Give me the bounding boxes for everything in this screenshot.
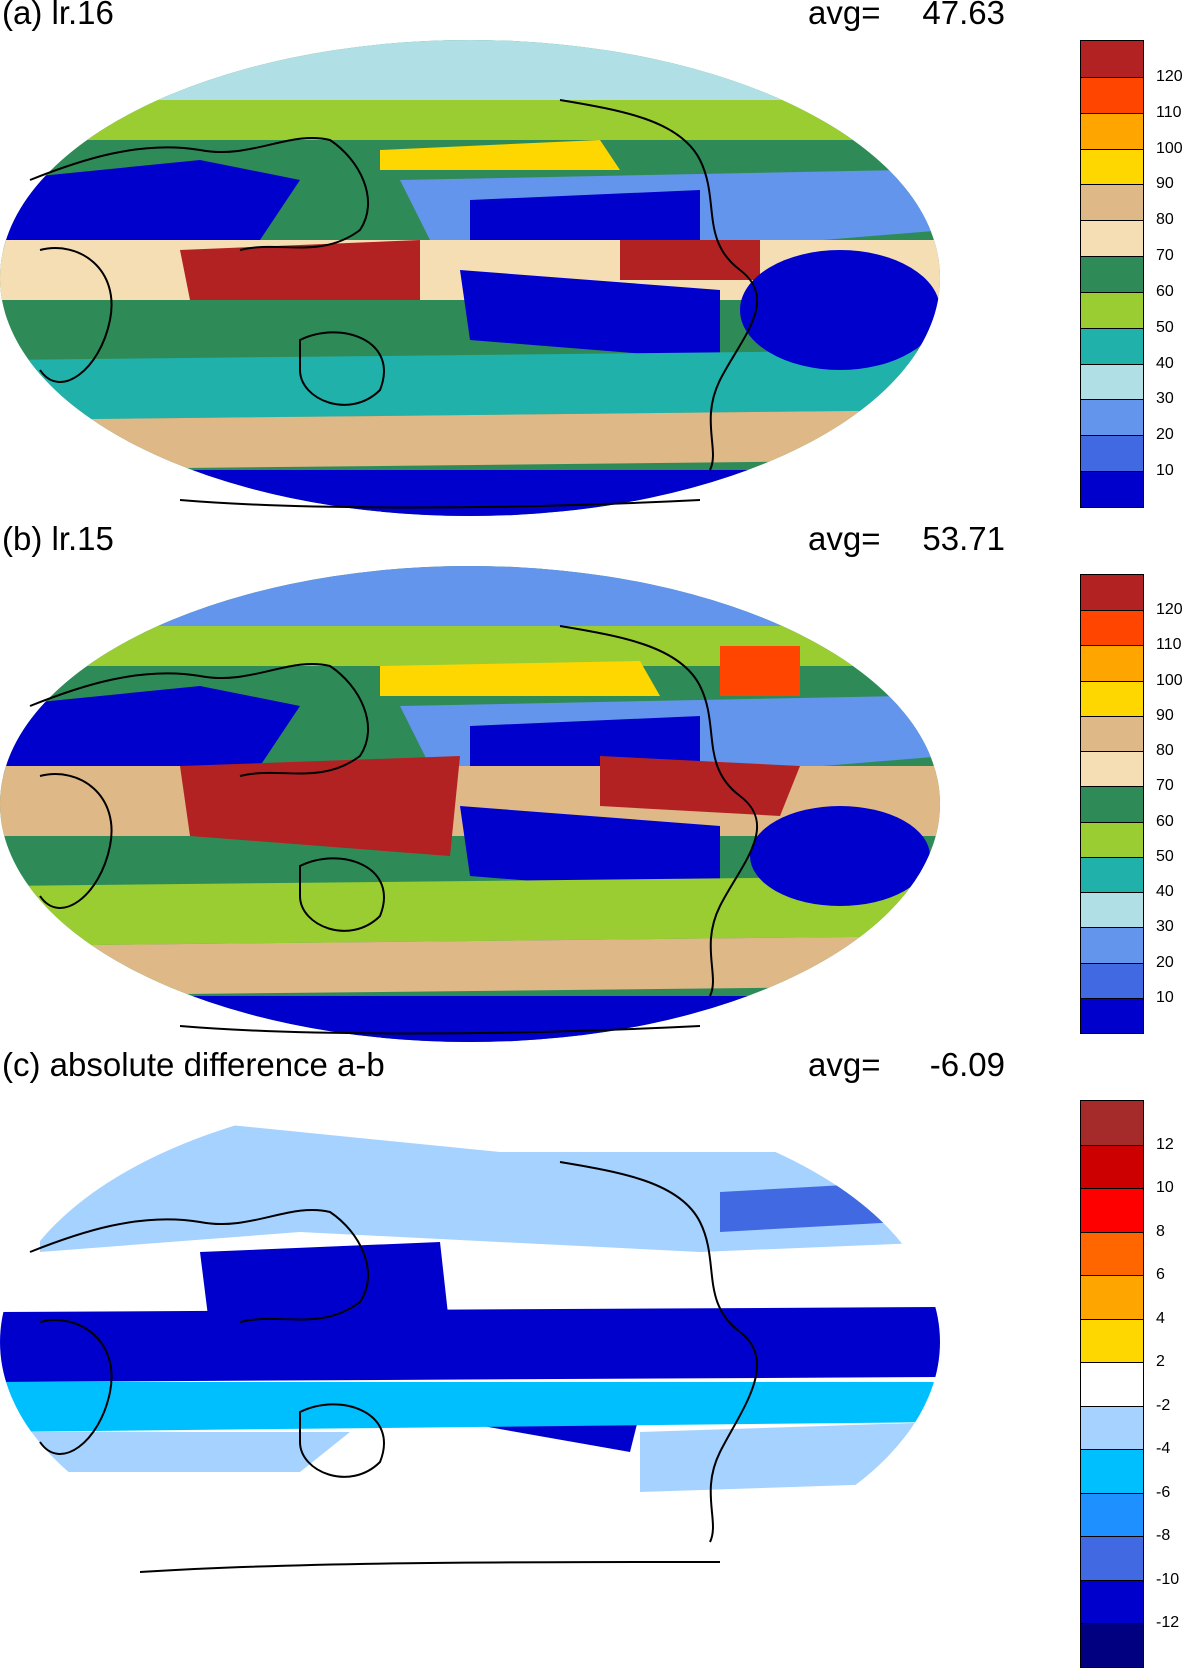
colorbar-label: 80 xyxy=(1156,742,1174,760)
colorbar-label: 40 xyxy=(1156,883,1174,901)
colorbar-segment xyxy=(1081,962,1143,998)
colorbar-segment xyxy=(1081,1275,1143,1319)
colorbar-segment xyxy=(1081,1579,1143,1624)
colorbar-segment xyxy=(1081,1492,1143,1537)
colorbar-segment xyxy=(1081,645,1143,681)
colorbar-label: 80 xyxy=(1156,211,1174,229)
colorbar-segment xyxy=(1081,256,1143,292)
colorbar-segment xyxy=(1081,363,1143,400)
colorbar-label: -8 xyxy=(1156,1527,1171,1545)
colorbar-segment xyxy=(1081,112,1143,149)
colorbar-segment xyxy=(1081,927,1143,963)
colorbar-label: -12 xyxy=(1156,1614,1180,1632)
colorbar-segment xyxy=(1081,892,1143,928)
colorbar-label: 50 xyxy=(1156,318,1174,336)
colorbar-label: 30 xyxy=(1156,390,1174,408)
colorbar-segment xyxy=(1081,610,1143,646)
panel-b: (b) lr.15 avg= 53.71 xyxy=(0,520,1188,1086)
colorbar-segment xyxy=(1081,786,1143,822)
colorbar-label: 10 xyxy=(1156,988,1174,1006)
colorbar-segment xyxy=(1081,1449,1143,1493)
colorbar-segment xyxy=(1081,1405,1143,1450)
colorbar-segment xyxy=(1081,1144,1143,1189)
colorbar-label: 50 xyxy=(1156,847,1174,865)
colorbar-label: 10 xyxy=(1156,1179,1174,1197)
colorbar-box xyxy=(1080,1100,1144,1668)
colorbar-label: 2 xyxy=(1156,1353,1165,1371)
colorbar-label: 100 xyxy=(1156,671,1183,689)
coastlines xyxy=(29,99,759,509)
colorbar-segment xyxy=(1081,220,1143,257)
colorbar-label: 120 xyxy=(1156,67,1183,85)
colorbar-label: 90 xyxy=(1156,706,1174,724)
colorbar-segment xyxy=(1081,1623,1143,1667)
colorbar-label: 90 xyxy=(1156,175,1174,193)
colorbar-label: -4 xyxy=(1156,1440,1171,1458)
colorbar-label: 60 xyxy=(1156,282,1174,300)
colorbar-label: 100 xyxy=(1156,139,1183,157)
panel-title: (a) lr.16 xyxy=(2,0,114,31)
colorbar-segment xyxy=(1081,1231,1143,1276)
colorbar-segment xyxy=(1081,1362,1143,1406)
panel-title: (b) lr.15 xyxy=(2,520,114,557)
colorbar-label: 12 xyxy=(1156,1135,1174,1153)
colorbar-segment xyxy=(1081,184,1143,221)
colorbar-label: 20 xyxy=(1156,953,1174,971)
colorbar-label: 70 xyxy=(1156,247,1174,265)
colorbar-box xyxy=(1080,574,1144,1034)
colorbar-segment xyxy=(1081,856,1143,893)
colorbar-label: 20 xyxy=(1156,426,1174,444)
colorbar-label: 8 xyxy=(1156,1222,1165,1240)
avg-value: 53.71 xyxy=(922,520,1005,557)
colorbar-label: 70 xyxy=(1156,777,1174,795)
colorbar-label: 110 xyxy=(1156,636,1182,654)
colorbar-label: 6 xyxy=(1156,1266,1165,1284)
colorbar-segment xyxy=(1081,76,1143,113)
colorbar-segment xyxy=(1081,715,1143,752)
difference-map-c xyxy=(0,1092,940,1592)
colorbar-segment xyxy=(1081,1188,1143,1232)
colorbar-segment xyxy=(1081,751,1143,787)
colorbar-segment xyxy=(1081,327,1143,364)
panel-title: (c) absolute difference a-b xyxy=(2,1046,385,1083)
colorbar-segment xyxy=(1081,471,1143,507)
colorbar-segment xyxy=(1081,1536,1143,1580)
colorbar-segment xyxy=(1081,148,1143,185)
colorbar-label: -10 xyxy=(1156,1570,1180,1588)
avg-label: avg= xyxy=(808,1046,881,1083)
coastlines xyxy=(29,625,759,1035)
colorbar-label: 30 xyxy=(1156,918,1174,936)
colorbar-label: -6 xyxy=(1156,1483,1171,1501)
coastlines xyxy=(29,1161,759,1573)
colorbar-segment xyxy=(1081,575,1143,611)
colorbar-box xyxy=(1080,40,1144,508)
colorbar-segment xyxy=(1081,41,1143,77)
panel-a: (a) lr.16 avg= 47.63 xyxy=(0,0,1188,560)
panel-c: (c) absolute difference a-b avg= -6.09 1… xyxy=(0,1046,1188,1668)
avg-label: avg= xyxy=(808,0,881,31)
colorbar-segment xyxy=(1081,291,1143,328)
colorbar-segment xyxy=(1081,1318,1143,1363)
colorbar-label: 4 xyxy=(1156,1309,1165,1327)
colorbar-segment xyxy=(1081,1101,1143,1145)
precip-map-a xyxy=(0,40,940,516)
colorbar-label: 120 xyxy=(1156,601,1183,619)
colorbar-label: -2 xyxy=(1156,1396,1171,1414)
colorbar-label: 110 xyxy=(1156,103,1182,121)
avg-value: 47.63 xyxy=(922,0,1005,31)
colorbar-segment xyxy=(1081,821,1143,857)
avg-value: -6.09 xyxy=(929,1046,1005,1083)
colorbar-label: 10 xyxy=(1156,462,1174,480)
colorbar-label: 60 xyxy=(1156,812,1174,830)
colorbar-segment xyxy=(1081,399,1143,436)
avg-label: avg= xyxy=(808,520,881,557)
precip-map-b xyxy=(0,566,940,1042)
colorbar-segment xyxy=(1081,680,1143,716)
colorbar-segment xyxy=(1081,435,1143,472)
colorbar-segment xyxy=(1081,997,1143,1033)
colorbar-label: 40 xyxy=(1156,354,1174,372)
